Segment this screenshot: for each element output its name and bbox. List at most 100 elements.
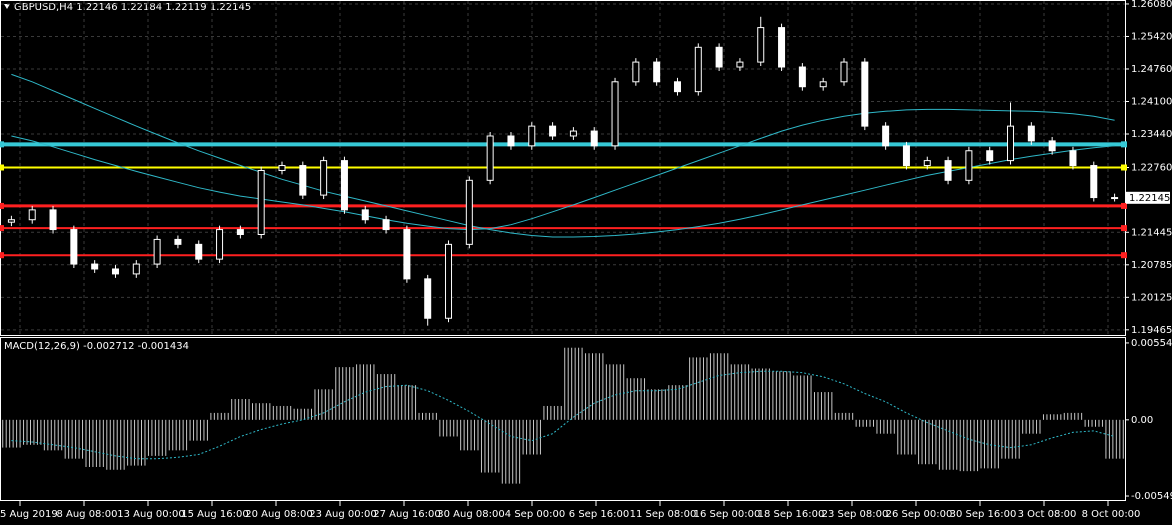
candle-body — [569, 130, 577, 137]
x-tick-label: 20 Aug 08:00 — [245, 509, 312, 520]
candle-body — [986, 150, 994, 162]
level-handle — [1121, 252, 1127, 259]
candle-body — [882, 125, 890, 147]
title-icon — [4, 4, 10, 9]
x-tick-label: 5 Aug 2019 — [0, 509, 58, 520]
y-tick-label: 1.23440 — [1131, 129, 1172, 140]
level-handle — [0, 164, 4, 171]
y-tick-label: 1.22760 — [1131, 163, 1172, 174]
candle-body — [715, 46, 723, 68]
candle-body — [91, 263, 99, 270]
y-tick-label: 1.20125 — [1131, 292, 1172, 303]
candle-body — [632, 61, 640, 83]
x-tick-label: 23 Aug 00:00 — [309, 509, 376, 520]
y-tick-label: 0.00 — [1131, 415, 1153, 426]
candle-body — [507, 135, 515, 147]
current-price-box — [1126, 191, 1170, 204]
candle-body — [1090, 165, 1098, 199]
candle-body — [174, 238, 182, 245]
x-tick-label: 6 Sep 16:00 — [569, 509, 629, 520]
y-tick-label: 0.005544 — [1131, 338, 1172, 349]
candle-body — [340, 160, 348, 211]
level-handle — [0, 252, 4, 259]
x-tick-label: 8 Aug 08:00 — [56, 509, 117, 520]
candle-body — [653, 61, 661, 83]
moving-average — [11, 73, 1115, 238]
y-tick-label: 1.19465 — [1131, 325, 1172, 336]
candle-body — [195, 243, 203, 260]
level-handle — [1121, 141, 1127, 148]
x-tick-label: 13 Aug 00:00 — [117, 509, 184, 520]
candle-body — [361, 209, 369, 221]
x-tick-label: 3 Oct 08:00 — [1018, 509, 1077, 520]
candle-body — [403, 229, 411, 280]
level-handle — [1121, 202, 1127, 209]
candle-body — [320, 160, 328, 196]
x-tick-label: 23 Sep 08:00 — [822, 509, 889, 520]
x-tick-label: 15 Aug 16:00 — [181, 509, 248, 520]
x-tick-label: 8 Oct 00:00 — [1082, 509, 1141, 520]
moving-average — [11, 108, 1115, 231]
candle-body — [965, 150, 973, 181]
macd-title: MACD(12,26,9) -0.002712 -0.001434 — [4, 341, 189, 352]
candle-body — [1007, 125, 1015, 162]
macd-panel-border — [0, 337, 1126, 501]
x-tick-label: 18 Sep 16:00 — [758, 509, 825, 520]
candle-body — [445, 243, 453, 319]
x-tick-label: 30 Aug 08:00 — [437, 509, 504, 520]
candle-body — [528, 125, 536, 147]
x-tick-label: 30 Sep 16:00 — [950, 509, 1017, 520]
candle-body — [278, 165, 286, 171]
candle-body — [236, 229, 244, 236]
candle-body — [840, 61, 848, 83]
candle-body — [465, 179, 473, 245]
candle-body — [798, 66, 806, 88]
level-handle — [0, 225, 4, 232]
level-handle — [0, 202, 4, 209]
candle-body — [299, 165, 307, 196]
candle-body — [778, 27, 786, 68]
candle-body — [819, 81, 827, 88]
level-handle — [0, 141, 4, 148]
x-tick-label: 26 Sep 00:00 — [886, 509, 953, 520]
candle-body — [49, 209, 57, 231]
candle-body — [424, 278, 432, 319]
candle-body — [28, 209, 36, 221]
candle-body — [216, 229, 224, 260]
candle-body — [70, 229, 78, 265]
candle-body — [673, 81, 681, 93]
candle-body — [486, 135, 494, 181]
candle-body — [861, 61, 869, 127]
y-tick-label: 1.20785 — [1131, 260, 1172, 271]
candle-body — [257, 169, 265, 236]
candle-body — [923, 160, 931, 167]
y-tick-label: 1.21445 — [1131, 227, 1172, 238]
candle-body — [1048, 140, 1056, 152]
x-tick-label: 4 Sep 00:00 — [505, 509, 565, 520]
y-tick-label: 1.24100 — [1131, 96, 1172, 107]
candle-body — [944, 160, 952, 181]
candle-body — [1111, 197, 1119, 200]
signal-line — [11, 370, 1115, 460]
y-tick-label: 1.24760 — [1131, 64, 1172, 75]
x-tick-label: 27 Aug 16:00 — [373, 509, 440, 520]
candle-body — [611, 81, 619, 147]
candle-body — [694, 46, 702, 93]
level-handle — [1121, 225, 1127, 232]
candle-body — [132, 263, 140, 275]
candle-body — [1027, 125, 1035, 142]
chart-title: GBPUSD,H4 1.22146 1.22184 1.22119 1.2214… — [14, 2, 251, 13]
candle-body — [1069, 150, 1077, 167]
candle-body — [382, 219, 390, 231]
candle-body — [902, 145, 910, 167]
candle-body — [757, 27, 765, 63]
y-tick-label: -0.005493 — [1131, 491, 1172, 502]
candle-body — [111, 268, 119, 275]
y-tick-label: 1.25420 — [1131, 31, 1172, 42]
candle-body — [549, 125, 557, 137]
current-price-label: 1.22145 — [1129, 193, 1170, 204]
candle-body — [590, 130, 598, 147]
x-tick-label: 16 Sep 00:00 — [694, 509, 761, 520]
